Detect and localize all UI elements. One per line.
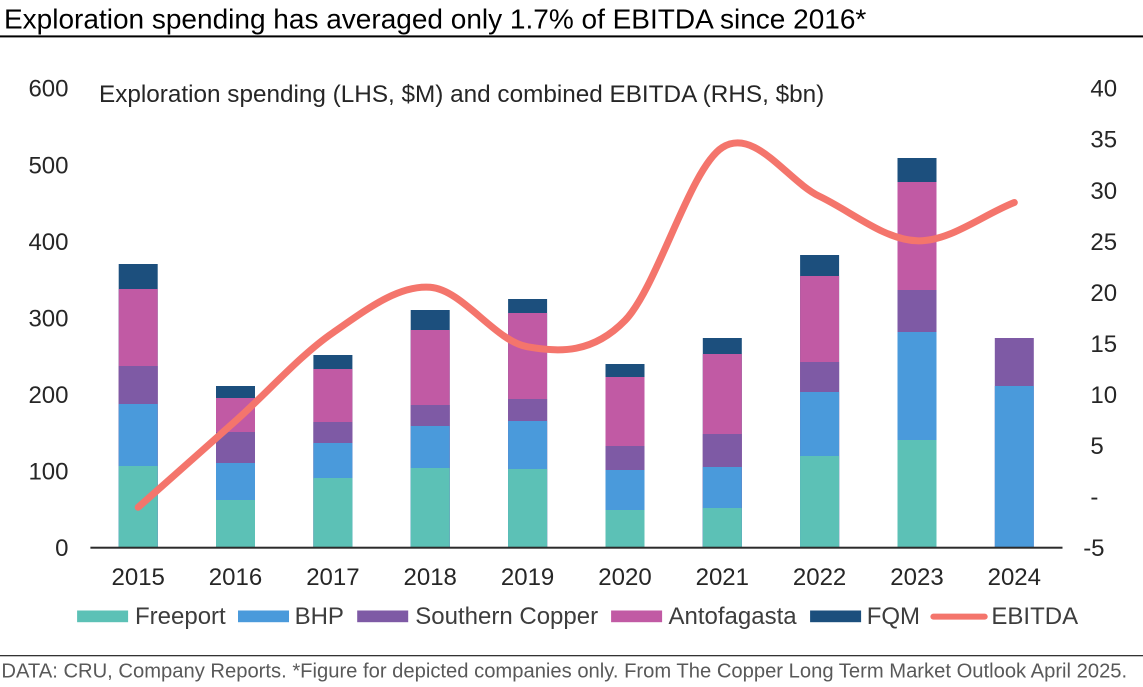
- svg-text:10: 10: [1090, 382, 1117, 409]
- svg-text:Exploration spending has avera: Exploration spending has averaged only 1…: [4, 4, 866, 35]
- svg-text:5: 5: [1090, 433, 1103, 460]
- svg-text:Southern Copper: Southern Copper: [415, 603, 598, 630]
- svg-text:600: 600: [28, 76, 68, 103]
- svg-text:35: 35: [1090, 127, 1117, 154]
- svg-text:500: 500: [28, 152, 68, 179]
- svg-text:400: 400: [28, 229, 68, 256]
- svg-text:0: 0: [55, 535, 68, 562]
- svg-text:2016: 2016: [209, 564, 262, 591]
- svg-text:Exploration spending (LHS, $M): Exploration spending (LHS, $M) and combi…: [99, 81, 824, 108]
- svg-text:2018: 2018: [404, 564, 457, 591]
- svg-text:-: -: [1090, 484, 1098, 511]
- svg-text:BHP: BHP: [295, 603, 344, 630]
- svg-text:2023: 2023: [890, 564, 943, 591]
- svg-text:FQM: FQM: [867, 603, 920, 630]
- svg-text:2017: 2017: [306, 564, 359, 591]
- svg-text:Antofagasta: Antofagasta: [669, 603, 798, 630]
- svg-text:300: 300: [28, 305, 68, 332]
- svg-text:15: 15: [1090, 331, 1117, 358]
- svg-text:40: 40: [1090, 76, 1117, 103]
- svg-text:DATA: CRU, Company Reports. *F: DATA: CRU, Company Reports. *Figure for …: [1, 660, 1127, 682]
- svg-text:2019: 2019: [501, 564, 554, 591]
- svg-text:30: 30: [1090, 178, 1117, 205]
- svg-text:25: 25: [1090, 229, 1117, 256]
- svg-text:2015: 2015: [112, 564, 165, 591]
- svg-text:100: 100: [28, 459, 68, 486]
- svg-text:Freeport: Freeport: [135, 603, 226, 630]
- svg-text:2024: 2024: [988, 564, 1041, 591]
- svg-text:-5: -5: [1083, 535, 1104, 562]
- svg-text:2022: 2022: [793, 564, 846, 591]
- svg-text:EBITDA: EBITDA: [991, 603, 1078, 630]
- svg-text:20: 20: [1090, 280, 1117, 307]
- svg-text:2020: 2020: [598, 564, 651, 591]
- svg-text:2021: 2021: [696, 564, 749, 591]
- svg-text:200: 200: [28, 382, 68, 409]
